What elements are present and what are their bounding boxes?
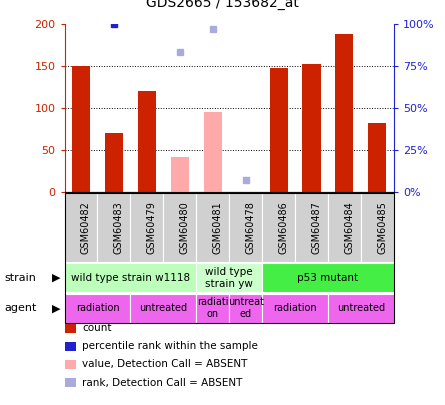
Bar bbox=[204, 112, 222, 192]
Text: value, Detection Call = ABSENT: value, Detection Call = ABSENT bbox=[82, 360, 248, 369]
Text: strain: strain bbox=[4, 273, 36, 283]
Bar bbox=[303, 64, 320, 192]
Text: count: count bbox=[82, 323, 112, 333]
Text: ▶: ▶ bbox=[52, 273, 60, 283]
Bar bbox=[270, 68, 287, 192]
Text: radiati
on: radiati on bbox=[197, 297, 228, 319]
Text: percentile rank within the sample: percentile rank within the sample bbox=[82, 341, 258, 351]
Text: GSM60484: GSM60484 bbox=[344, 201, 354, 254]
Text: GSM60481: GSM60481 bbox=[213, 201, 222, 254]
Text: GSM60486: GSM60486 bbox=[279, 201, 288, 254]
Text: radiation: radiation bbox=[273, 303, 317, 313]
Text: rank, Detection Call = ABSENT: rank, Detection Call = ABSENT bbox=[82, 378, 243, 388]
Bar bbox=[72, 66, 90, 192]
Text: wild type
strain yw: wild type strain yw bbox=[205, 267, 253, 289]
Text: GSM60483: GSM60483 bbox=[114, 201, 124, 254]
Text: GDS2665 / 153682_at: GDS2665 / 153682_at bbox=[146, 0, 299, 10]
Text: untreated: untreated bbox=[139, 303, 187, 313]
Text: GSM60478: GSM60478 bbox=[246, 201, 255, 254]
Bar bbox=[171, 157, 189, 192]
Text: ▶: ▶ bbox=[52, 303, 60, 313]
Bar bbox=[368, 123, 386, 192]
Text: untreated: untreated bbox=[337, 303, 385, 313]
Text: GSM60480: GSM60480 bbox=[180, 201, 190, 254]
Text: GSM60487: GSM60487 bbox=[312, 201, 321, 254]
Bar bbox=[336, 34, 353, 192]
Text: GSM60482: GSM60482 bbox=[81, 201, 91, 254]
Text: GSM60485: GSM60485 bbox=[377, 201, 387, 254]
Bar bbox=[138, 91, 156, 192]
Text: p53 mutant: p53 mutant bbox=[297, 273, 359, 283]
Bar bbox=[105, 133, 123, 192]
Text: agent: agent bbox=[4, 303, 37, 313]
Text: untreat
ed: untreat ed bbox=[228, 297, 263, 319]
Text: wild type strain w1118: wild type strain w1118 bbox=[71, 273, 190, 283]
Text: radiation: radiation bbox=[76, 303, 119, 313]
Text: GSM60479: GSM60479 bbox=[147, 201, 157, 254]
